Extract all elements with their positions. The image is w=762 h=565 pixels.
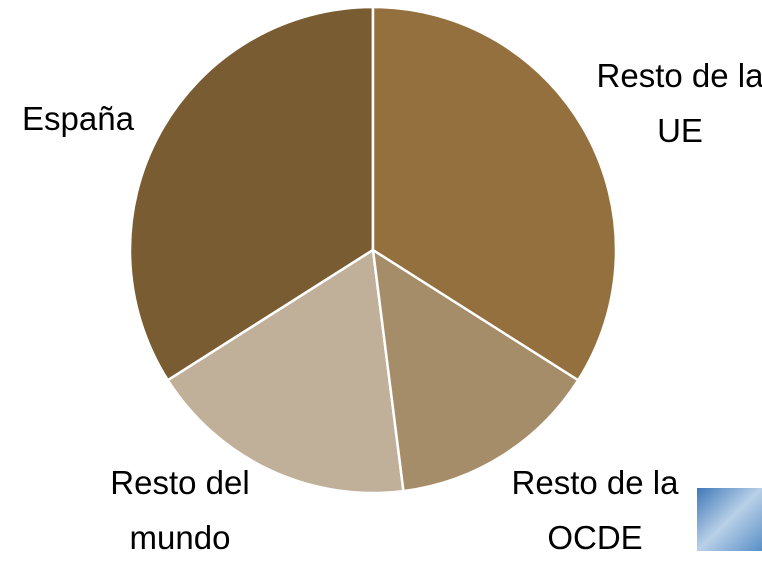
slice-label: Resto de la UE — [595, 48, 762, 158]
slice-label: Resto de la OCDE — [510, 455, 680, 565]
thumbnail-image — [697, 488, 762, 551]
slice-label: España — [0, 91, 163, 146]
slice-label: Resto del mundo — [95, 455, 265, 565]
